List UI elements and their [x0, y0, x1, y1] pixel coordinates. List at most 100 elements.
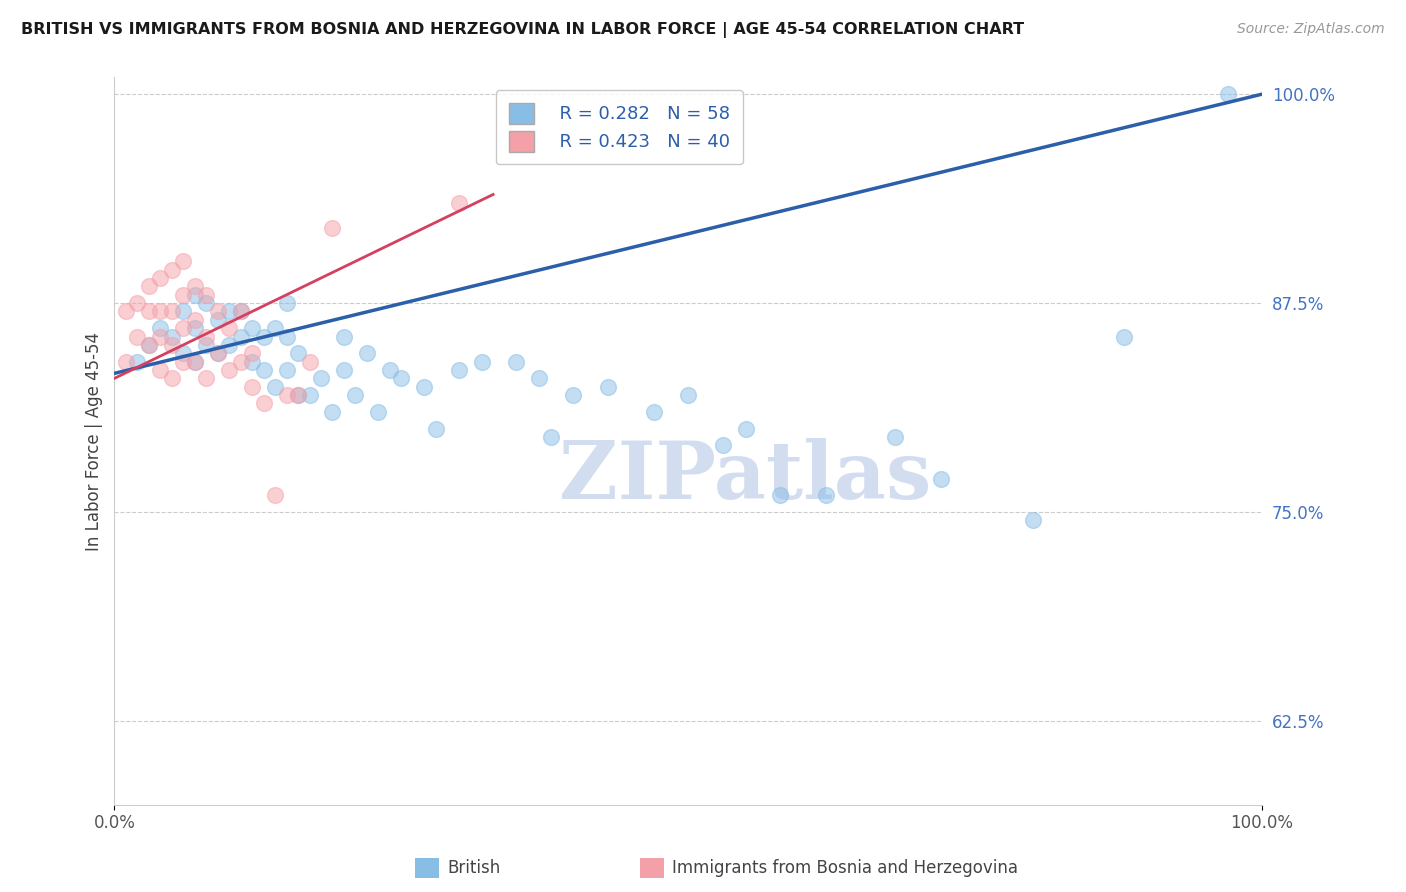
Point: [344, 388, 367, 402]
Point: [218, 321, 240, 335]
Point: [505, 354, 527, 368]
Point: [184, 287, 207, 301]
Point: [172, 304, 194, 318]
Point: [333, 329, 356, 343]
Point: [252, 396, 274, 410]
Point: [184, 321, 207, 335]
Point: [160, 371, 183, 385]
Point: [471, 354, 494, 368]
Point: [229, 329, 252, 343]
Point: [527, 371, 550, 385]
Point: [229, 354, 252, 368]
Point: [287, 346, 309, 360]
Point: [1216, 87, 1239, 102]
Point: [389, 371, 412, 385]
Point: [240, 346, 263, 360]
Point: [207, 346, 229, 360]
Point: [138, 279, 160, 293]
Point: [172, 254, 194, 268]
Point: [425, 421, 447, 435]
Point: [367, 405, 389, 419]
Point: [184, 354, 207, 368]
Point: [207, 304, 229, 318]
Point: [298, 388, 321, 402]
Point: [643, 405, 665, 419]
Point: [1114, 329, 1136, 343]
Point: [115, 354, 138, 368]
Point: [127, 296, 149, 310]
Point: [195, 296, 218, 310]
Y-axis label: In Labor Force | Age 45-54: In Labor Force | Age 45-54: [86, 332, 103, 550]
Point: [252, 363, 274, 377]
Point: [218, 304, 240, 318]
Point: [172, 346, 194, 360]
Point: [207, 313, 229, 327]
Point: [115, 304, 138, 318]
Point: [127, 329, 149, 343]
Legend:   R = 0.282   N = 58,   R = 0.423   N = 40: R = 0.282 N = 58, R = 0.423 N = 40: [496, 90, 742, 164]
Point: [1021, 513, 1043, 527]
Point: [127, 354, 149, 368]
Point: [138, 338, 160, 352]
Point: [149, 329, 172, 343]
Text: Source: ZipAtlas.com: Source: ZipAtlas.com: [1237, 22, 1385, 37]
Point: [138, 338, 160, 352]
Point: [229, 304, 252, 318]
Point: [356, 346, 378, 360]
Point: [160, 329, 183, 343]
Point: [321, 220, 343, 235]
Point: [240, 321, 263, 335]
Point: [276, 363, 298, 377]
Point: [333, 363, 356, 377]
Point: [195, 371, 218, 385]
Point: [229, 304, 252, 318]
Point: [240, 354, 263, 368]
Point: [160, 304, 183, 318]
Point: [218, 338, 240, 352]
Text: British: British: [447, 859, 501, 877]
Point: [149, 271, 172, 285]
Point: [264, 380, 287, 394]
Point: [276, 388, 298, 402]
Point: [172, 354, 194, 368]
Point: [562, 388, 585, 402]
Point: [160, 262, 183, 277]
Point: [447, 363, 470, 377]
Point: [184, 354, 207, 368]
Point: [321, 405, 343, 419]
Point: [276, 296, 298, 310]
Point: [298, 354, 321, 368]
Point: [218, 363, 240, 377]
Point: [287, 388, 309, 402]
Point: [172, 287, 194, 301]
Point: [883, 430, 905, 444]
Point: [149, 304, 172, 318]
Point: [172, 321, 194, 335]
Point: [138, 304, 160, 318]
Point: [184, 279, 207, 293]
Point: [447, 195, 470, 210]
Point: [769, 488, 792, 502]
Point: [149, 363, 172, 377]
Point: [149, 321, 172, 335]
Point: [287, 388, 309, 402]
Text: Immigrants from Bosnia and Herzegovina: Immigrants from Bosnia and Herzegovina: [672, 859, 1018, 877]
Text: BRITISH VS IMMIGRANTS FROM BOSNIA AND HERZEGOVINA IN LABOR FORCE | AGE 45-54 COR: BRITISH VS IMMIGRANTS FROM BOSNIA AND HE…: [21, 22, 1024, 38]
Point: [378, 363, 401, 377]
Point: [195, 287, 218, 301]
Point: [596, 380, 619, 394]
Point: [195, 338, 218, 352]
Point: [252, 329, 274, 343]
Point: [264, 321, 287, 335]
Point: [734, 421, 756, 435]
Point: [264, 488, 287, 502]
Point: [195, 329, 218, 343]
Point: [711, 438, 734, 452]
Point: [814, 488, 837, 502]
Point: [160, 338, 183, 352]
Point: [309, 371, 332, 385]
Point: [413, 380, 436, 394]
Point: [240, 380, 263, 394]
Text: ZIPatlas: ZIPatlas: [560, 439, 932, 516]
Point: [929, 472, 952, 486]
